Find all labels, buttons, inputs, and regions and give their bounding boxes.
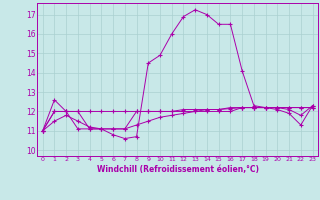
X-axis label: Windchill (Refroidissement éolien,°C): Windchill (Refroidissement éolien,°C) xyxy=(97,165,259,174)
